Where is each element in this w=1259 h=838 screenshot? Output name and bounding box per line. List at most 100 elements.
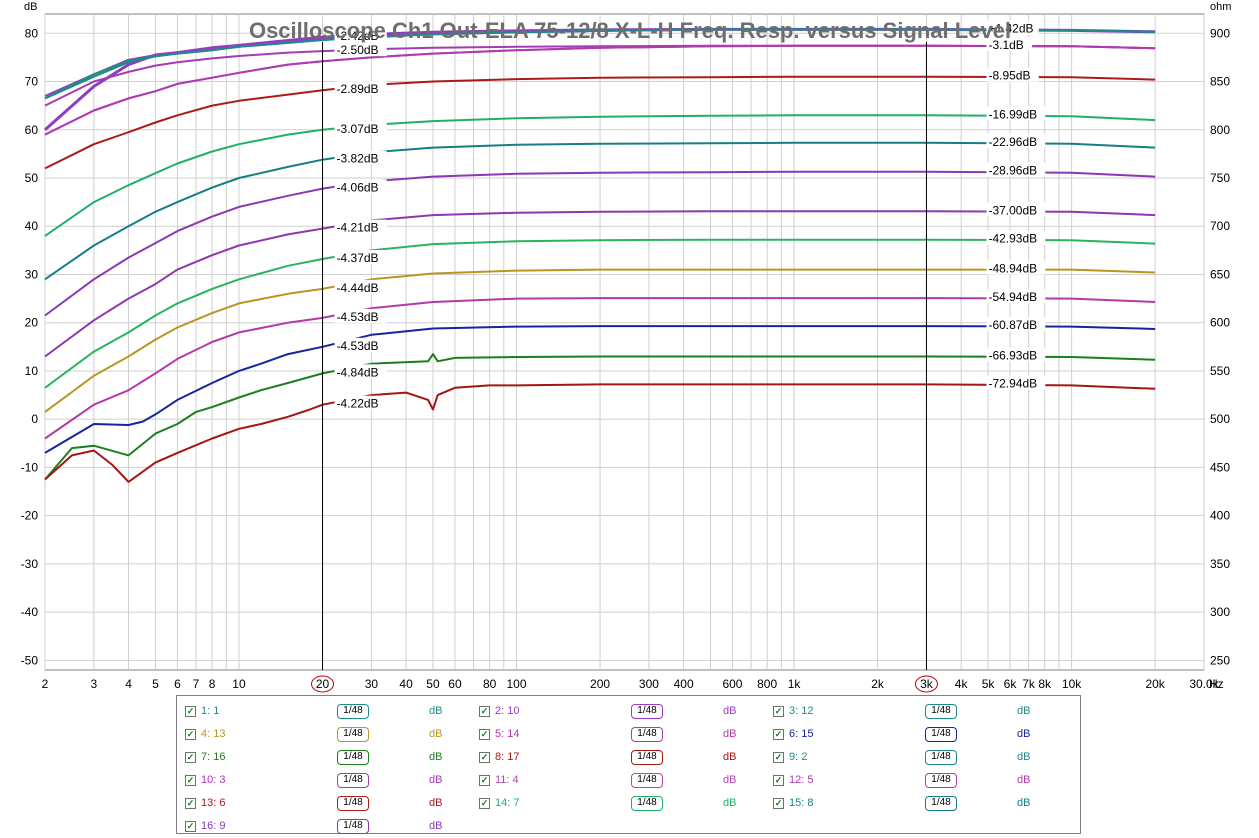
legend-item[interactable]: ✓ 3: 12 1/48 dB bbox=[773, 703, 1063, 723]
axes: 2 3 4 5 6 7 8 10 20 30 40 50 60 80 100 200 300 400 600 800 1… bbox=[21, 26, 1231, 691]
legend-checkbox[interactable]: ✓ bbox=[479, 752, 490, 763]
x-tick-label: 10 bbox=[232, 677, 246, 691]
legend-smoothing-button[interactable]: 1/48 bbox=[337, 727, 369, 742]
legend-smoothing-button[interactable]: 1/48 bbox=[631, 704, 663, 719]
legend-item[interactable]: ✓ 12: 5 1/48 dB bbox=[773, 772, 1063, 792]
cursor-value-bg bbox=[986, 20, 1039, 35]
legend-label: 8: 17 bbox=[495, 751, 520, 763]
legend-label: 4: 13 bbox=[201, 728, 226, 740]
y-tick-label: -30 bbox=[21, 557, 39, 571]
cursor-value-label: -66.93dB bbox=[988, 348, 1037, 362]
legend-item[interactable]: ✓ 2: 10 1/48 dB bbox=[479, 703, 769, 723]
x-tick-label: 4 bbox=[125, 677, 132, 691]
legend-label: 3: 12 bbox=[789, 705, 814, 717]
legend-smoothing-button[interactable]: 1/48 bbox=[925, 727, 957, 742]
legend-smoothing-button[interactable]: 1/48 bbox=[337, 796, 369, 811]
x-tick-label: 800 bbox=[757, 677, 777, 691]
cursor-value-bg bbox=[334, 42, 387, 57]
legend-smoothing-button[interactable]: 1/48 bbox=[925, 704, 957, 719]
cursor-value-label: -37.00dB bbox=[988, 203, 1037, 217]
cursor-value-label: -72.94dB bbox=[988, 376, 1037, 390]
legend-item[interactable]: ✓ 1: 1 1/48 dB bbox=[185, 703, 475, 723]
cursor-value-label: -16.99dB bbox=[988, 107, 1037, 121]
legend-label: 13: 6 bbox=[201, 797, 226, 809]
legend-label: 5: 14 bbox=[495, 728, 520, 740]
legend-label: 11: 4 bbox=[495, 774, 519, 786]
y-right-tick-label: 650 bbox=[1210, 267, 1230, 281]
cursor-value-bg bbox=[334, 250, 387, 265]
legend-item[interactable]: ✓ 10: 3 1/48 dB bbox=[185, 772, 475, 792]
legend-checkbox[interactable]: ✓ bbox=[773, 706, 784, 717]
cursor-marker[interactable] bbox=[311, 675, 335, 693]
legend-smoothing-button[interactable]: 1/48 bbox=[631, 750, 663, 765]
cursor-value-bg bbox=[334, 28, 387, 43]
cursor-value-bg bbox=[986, 289, 1046, 304]
legend-item[interactable]: ✓ 5: 14 1/48 dB bbox=[479, 726, 769, 746]
legend-item[interactable]: ✓ 16: 9 1/48 dB bbox=[185, 818, 475, 838]
legend-item[interactable]: ✓ 9: 2 1/48 dB bbox=[773, 749, 1063, 769]
legend-smoothing-button[interactable]: 1/48 bbox=[337, 773, 369, 788]
y-left-unit-label: dB bbox=[24, 1, 37, 13]
legend-item[interactable]: ✓ 14: 7 1/48 dB bbox=[479, 795, 769, 815]
legend-smoothing-button[interactable]: 1/48 bbox=[925, 773, 957, 788]
frequency-response-plot[interactable]: -2.42dB -4.44dB -4.53dB -4.53dB -4.84dB -4.22… bbox=[0, 0, 1259, 695]
x-tick-label: 8 bbox=[209, 677, 216, 691]
legend-unit: dB bbox=[1017, 797, 1031, 809]
cursor-value-label: -28.96dB bbox=[988, 164, 1037, 178]
legend-smoothing-button[interactable]: 1/48 bbox=[925, 796, 957, 811]
legend-unit: dB bbox=[723, 705, 737, 717]
legend-checkbox[interactable]: ✓ bbox=[479, 775, 490, 786]
legend-label: 14: 7 bbox=[495, 797, 520, 809]
cursor-value-bg bbox=[334, 81, 387, 96]
legend-smoothing-button[interactable]: 1/48 bbox=[631, 773, 663, 788]
legend-item[interactable]: ✓ 8: 17 1/48 dB bbox=[479, 749, 769, 769]
legend-item[interactable]: ✓ 7: 16 1/48 dB bbox=[185, 749, 475, 769]
y-right-tick-label: 850 bbox=[1210, 75, 1230, 89]
legend-checkbox[interactable]: ✓ bbox=[773, 729, 784, 740]
cursor-value-bg bbox=[986, 375, 1046, 390]
cursor-marker[interactable] bbox=[914, 675, 938, 693]
legend-item[interactable]: ✓ 6: 15 1/48 dB bbox=[773, 726, 1063, 746]
legend-item[interactable]: ✓ 15: 8 1/48 dB bbox=[773, 795, 1063, 815]
cursor-value-bg bbox=[334, 150, 387, 165]
cursor-value-label: -42.93dB bbox=[988, 232, 1037, 246]
legend-unit: dB bbox=[723, 751, 737, 763]
legend-smoothing-button[interactable]: 1/48 bbox=[337, 704, 369, 719]
legend-checkbox[interactable]: ✓ bbox=[773, 798, 784, 809]
cursor-value-bg bbox=[986, 162, 1046, 177]
legend-checkbox[interactable]: ✓ bbox=[773, 752, 784, 763]
legend-checkbox[interactable]: ✓ bbox=[185, 752, 196, 763]
plot-area[interactable] bbox=[44, 13, 1205, 671]
cursor-value-bg bbox=[986, 347, 1046, 362]
y-tick-label: 10 bbox=[25, 364, 39, 378]
legend-unit: dB bbox=[1017, 728, 1031, 740]
legend-item[interactable]: ✓ 4: 13 1/48 dB bbox=[185, 726, 475, 746]
legend-checkbox[interactable]: ✓ bbox=[185, 775, 196, 786]
x-tick-label: 8k bbox=[1038, 677, 1052, 691]
cursor-value-bg bbox=[334, 395, 387, 410]
legend-smoothing-button[interactable]: 1/48 bbox=[631, 727, 663, 742]
legend-item[interactable]: ✓ 13: 6 1/48 dB bbox=[185, 795, 475, 815]
legend-unit: dB bbox=[723, 797, 737, 809]
y-tick-label: -40 bbox=[21, 605, 39, 619]
legend-smoothing-button[interactable]: 1/48 bbox=[337, 819, 369, 834]
legend-checkbox[interactable]: ✓ bbox=[185, 706, 196, 717]
legend-checkbox[interactable]: ✓ bbox=[185, 821, 196, 832]
legend-unit: dB bbox=[723, 728, 737, 740]
legend-checkbox[interactable]: ✓ bbox=[185, 798, 196, 809]
legend-smoothing-button[interactable]: 1/48 bbox=[337, 750, 369, 765]
cursor-value-label: -4.84dB bbox=[337, 365, 379, 379]
legend-label: 6: 15 bbox=[789, 728, 814, 740]
legend-smoothing-button[interactable]: 1/48 bbox=[925, 750, 957, 765]
legend-smoothing-button[interactable]: 1/48 bbox=[631, 796, 663, 811]
legend-checkbox[interactable]: ✓ bbox=[479, 798, 490, 809]
legend-checkbox[interactable]: ✓ bbox=[479, 706, 490, 717]
cursors[interactable]: -2.42dB -4.44dB -4.53dB -4.53dB -4.84dB -4.22… bbox=[311, 20, 1046, 693]
legend-item[interactable]: ✓ 11: 4 1/48 dB bbox=[479, 772, 769, 792]
cursor-value-bg bbox=[986, 202, 1046, 217]
legend-checkbox[interactable]: ✓ bbox=[773, 775, 784, 786]
x-tick-label: 5 bbox=[152, 677, 159, 691]
legend-checkbox[interactable]: ✓ bbox=[479, 729, 490, 740]
legend-unit: dB bbox=[1017, 751, 1031, 763]
legend-checkbox[interactable]: ✓ bbox=[185, 729, 196, 740]
